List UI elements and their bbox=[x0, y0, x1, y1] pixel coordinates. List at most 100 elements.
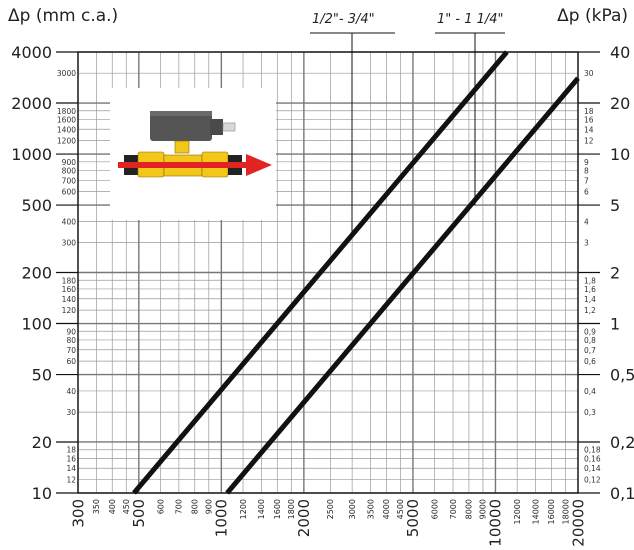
y-right-major-label: 5 bbox=[610, 196, 620, 215]
y-right-minor-label: 0,8 bbox=[584, 336, 596, 345]
y-right-minor-label: 30 bbox=[584, 69, 594, 78]
y-left-minor-label: 14 bbox=[66, 464, 76, 473]
y-left-minor-label: 180 bbox=[62, 276, 77, 285]
x-minor-label: 8000 bbox=[465, 499, 474, 519]
y-left-minor-label: 40 bbox=[66, 387, 76, 396]
y-left-minor-label: 1400 bbox=[57, 125, 76, 134]
y-left-major-label: 20 bbox=[32, 433, 52, 452]
y-right-minor-label: 3 bbox=[584, 239, 589, 248]
y-right-minor-label: 0,9 bbox=[584, 327, 596, 336]
y-left-major-label: 1000 bbox=[11, 145, 52, 164]
y-left-minor-label: 400 bbox=[62, 217, 77, 226]
x-minor-label: 700 bbox=[175, 499, 184, 514]
y-left-minor-label: 1800 bbox=[57, 107, 76, 116]
series-label-small: 1/2"- 3/4" bbox=[312, 12, 375, 27]
y-left-minor-label: 160 bbox=[62, 285, 77, 294]
y-right-minor-label: 9 bbox=[584, 158, 589, 167]
y-right-major-label: 20 bbox=[610, 94, 630, 113]
x-major-label: 20000 bbox=[569, 499, 587, 547]
y-right-major-label: 0,2 bbox=[610, 433, 634, 452]
left-axis-title: Δp (mm c.a.) bbox=[8, 6, 119, 26]
y-left-major-label: 10 bbox=[32, 484, 52, 503]
y-left-minor-label: 140 bbox=[62, 295, 77, 304]
y-left-major-label: 50 bbox=[32, 366, 52, 385]
x-minor-label: 7000 bbox=[449, 499, 458, 519]
y-right-minor-label: 16 bbox=[584, 115, 594, 124]
x-minor-label: 3500 bbox=[366, 499, 375, 519]
y-left-minor-label: 600 bbox=[62, 188, 77, 197]
y-left-minor-label: 18 bbox=[66, 446, 76, 455]
y-right-major-label: 0,5 bbox=[610, 366, 634, 385]
x-major-label: 2000 bbox=[295, 499, 313, 537]
y-right-major-label: 1 bbox=[610, 315, 620, 334]
y-left-minor-label: 90 bbox=[66, 327, 76, 336]
y-right-minor-label: 0,14 bbox=[584, 464, 601, 473]
y-right-minor-label: 6 bbox=[584, 188, 589, 197]
x-major-label: 5000 bbox=[404, 499, 422, 537]
y-left-major-label: 500 bbox=[21, 196, 52, 215]
x-minor-label: 2500 bbox=[326, 499, 335, 519]
y-right-major-label: 10 bbox=[610, 145, 630, 164]
y-right-minor-label: 0,12 bbox=[584, 476, 601, 485]
y-right-major-label: 0,1 bbox=[610, 484, 634, 503]
y-right-major-label: 2 bbox=[610, 264, 620, 283]
y-right-major-label: 40 bbox=[610, 43, 630, 62]
y-right-minor-label: 1,4 bbox=[584, 295, 596, 304]
y-right-minor-label: 1,8 bbox=[584, 276, 596, 285]
x-minor-label: 4000 bbox=[382, 499, 391, 519]
y-left-major-label: 4000 bbox=[11, 43, 52, 62]
x-minor-label: 350 bbox=[92, 499, 101, 514]
x-minor-label: 14000 bbox=[531, 499, 540, 524]
x-minor-label: 18000 bbox=[561, 499, 570, 524]
y-left-minor-label: 60 bbox=[66, 357, 76, 366]
y-left-major-label: 200 bbox=[21, 264, 52, 283]
y-left-minor-label: 80 bbox=[66, 336, 76, 345]
y-right-minor-label: 14 bbox=[584, 125, 594, 134]
y-left-minor-label: 1600 bbox=[57, 115, 76, 124]
y-left-minor-label: 1200 bbox=[57, 137, 76, 146]
series-label-large: 1" - 1 1/4" bbox=[437, 12, 504, 27]
x-minor-label: 1600 bbox=[273, 499, 282, 519]
x-minor-label: 1800 bbox=[287, 499, 296, 519]
y-right-minor-label: 1,6 bbox=[584, 285, 596, 294]
y-right-minor-label: 8 bbox=[584, 166, 589, 175]
y-right-minor-label: 0,16 bbox=[584, 454, 601, 463]
x-minor-label: 800 bbox=[191, 499, 200, 514]
right-axis-title: Δp (kPa) bbox=[557, 6, 628, 26]
x-minor-label: 1200 bbox=[239, 499, 248, 519]
y-left-minor-label: 800 bbox=[62, 166, 77, 175]
y-right-minor-label: 12 bbox=[584, 137, 594, 146]
y-left-minor-label: 120 bbox=[62, 306, 77, 315]
y-left-minor-label: 900 bbox=[62, 158, 77, 167]
y-left-minor-label: 3000 bbox=[57, 69, 76, 78]
y-right-minor-label: 18 bbox=[584, 107, 594, 116]
y-right-minor-label: 7 bbox=[584, 176, 589, 185]
x-minor-label: 4500 bbox=[396, 499, 405, 519]
x-minor-label: 600 bbox=[156, 499, 165, 514]
valve-illustration bbox=[110, 88, 276, 220]
y-left-major-label: 2000 bbox=[11, 94, 52, 113]
x-minor-label: 1400 bbox=[257, 499, 266, 519]
y-left-minor-label: 30 bbox=[66, 408, 76, 417]
y-right-minor-label: 0,18 bbox=[584, 446, 601, 455]
y-left-minor-label: 16 bbox=[66, 454, 76, 463]
x-minor-label: 450 bbox=[122, 499, 131, 514]
y-right-minor-label: 0,6 bbox=[584, 357, 596, 366]
y-left-major-label: 100 bbox=[21, 315, 52, 334]
x-major-label: 500 bbox=[130, 499, 148, 528]
y-left-minor-label: 70 bbox=[66, 346, 76, 355]
y-right-minor-label: 0,4 bbox=[584, 387, 596, 396]
y-right-minor-label: 4 bbox=[584, 217, 589, 226]
series-line-large bbox=[225, 76, 580, 495]
y-left-minor-label: 700 bbox=[62, 176, 77, 185]
y-right-minor-label: 0,7 bbox=[584, 346, 596, 355]
y-right-minor-label: 1,2 bbox=[584, 306, 596, 315]
x-minor-label: 16000 bbox=[547, 499, 556, 524]
x-major-label: 300 bbox=[69, 499, 87, 528]
x-minor-label: 900 bbox=[205, 499, 214, 514]
x-minor-label: 12000 bbox=[513, 499, 522, 524]
series-line-small bbox=[132, 50, 509, 495]
x-major-label: 1000 bbox=[213, 499, 231, 537]
y-right-minor-label: 0,3 bbox=[584, 408, 596, 417]
